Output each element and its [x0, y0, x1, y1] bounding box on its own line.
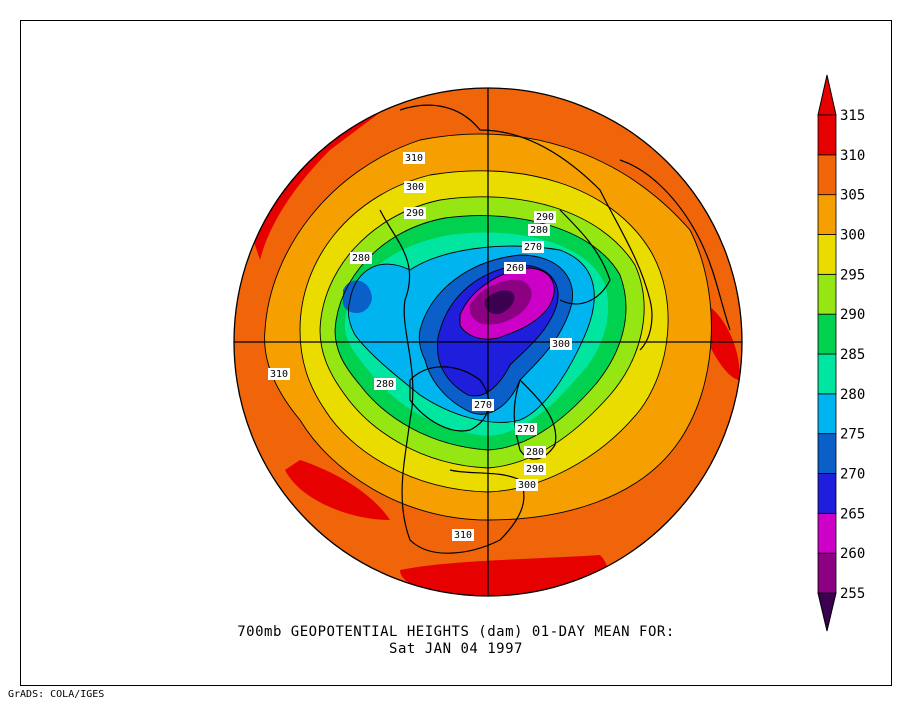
contour-label-text: 310	[454, 530, 472, 541]
coastlines	[379, 104, 731, 554]
contour-label-text: 280	[530, 225, 548, 236]
coastline-east	[619, 159, 731, 331]
colorbar-box	[817, 353, 837, 395]
colorbar-box	[817, 194, 837, 235]
map-axes	[234, 88, 742, 596]
colorbar-box	[817, 154, 837, 196]
colorbar-tick-label: 315	[840, 108, 865, 124]
contour-label: 310	[452, 529, 474, 541]
colorbar-box	[817, 473, 837, 514]
colorbar-arrow-high	[817, 74, 837, 116]
contour-label: 300	[516, 479, 538, 491]
colorbar-box	[817, 512, 837, 554]
contour-label-text: 290	[526, 464, 544, 475]
credit-text: GrADS: COLA/IGES	[8, 689, 105, 700]
colorbar-tick-label: 305	[840, 188, 865, 204]
contour-label-text: 270	[474, 400, 492, 411]
contour-label-text: 280	[526, 447, 544, 458]
contour-band-275-west	[343, 280, 372, 314]
contour-band-315-south	[285, 460, 390, 520]
colorbar-tick-label: 280	[840, 387, 865, 403]
contour-label: 260	[504, 262, 526, 274]
contour-label-text: 260	[506, 263, 524, 274]
colorbar-box	[817, 313, 837, 355]
contour-label: 270	[515, 423, 537, 435]
contour-label-text: 270	[524, 242, 542, 253]
colorbar-tick-label: 275	[840, 427, 865, 443]
contour-label: 290	[404, 207, 426, 219]
colorbar-tick-label: 255	[840, 586, 865, 602]
contour-label-text: 300	[406, 182, 424, 193]
colorbar: 255 260 265 270 275 280 285 290 295 300 305 310 315	[817, 74, 865, 632]
contour-label: 270	[472, 399, 494, 411]
contour-label-text: 310	[270, 369, 288, 380]
contour-label: 280	[524, 446, 546, 458]
coastline-arctic	[559, 209, 611, 305]
colorbar-tick-label: 265	[840, 506, 865, 522]
contour-label-text: 270	[517, 424, 535, 435]
contour-label: 270	[522, 241, 544, 253]
contour-label: 310	[268, 368, 290, 380]
contour-label: 310	[403, 152, 425, 164]
contour-band-255	[485, 290, 515, 315]
contour-label-text: 290	[406, 208, 424, 219]
plot-frame	[20, 20, 892, 686]
contour-label: 300	[550, 338, 572, 350]
contour-label: 300	[404, 181, 426, 193]
chart-title-line-2: Sat JAN 04 1997	[389, 641, 523, 657]
contour-lines	[264, 133, 712, 521]
colorbar-box	[817, 393, 837, 435]
coastline-asia	[399, 104, 653, 351]
contour-label-text: 280	[376, 379, 394, 390]
contour-label-text: 290	[536, 212, 554, 223]
contour-label-text: 280	[352, 253, 370, 264]
colorbar-box	[817, 273, 837, 315]
contour-label-text: 300	[518, 480, 536, 491]
contour-label: 280	[528, 224, 550, 236]
colorbar-tick-label: 285	[840, 347, 865, 363]
colorbar-tick-label: 300	[840, 228, 865, 244]
map-boundary	[233, 87, 743, 597]
colorbar-tick-label: 270	[840, 467, 865, 483]
colorbar-tick-label: 295	[840, 267, 865, 283]
colorbar-box	[817, 114, 837, 156]
contour-label-text: 310	[405, 153, 423, 164]
colorbar-box	[817, 552, 837, 594]
colorbar-tick-label: 290	[840, 307, 865, 323]
colorbar-tick-label: 260	[840, 546, 865, 562]
colorbar-box	[817, 433, 837, 474]
contour-band-315-north	[250, 105, 390, 260]
colorbar-box	[817, 234, 837, 275]
contour-label-text: 300	[552, 339, 570, 350]
contour-label: 280	[350, 252, 372, 264]
contour-label: 290	[524, 463, 546, 475]
chart-title-line-1: 700mb GEOPOTENTIAL HEIGHTS (dam) 01-DAY …	[237, 624, 675, 640]
contour-label: 290	[534, 211, 556, 223]
colorbar-tick-label: 310	[840, 148, 865, 164]
contour-labels: 3103002902802902802702603003102802702702…	[268, 152, 572, 541]
contour-label: 280	[374, 378, 396, 390]
